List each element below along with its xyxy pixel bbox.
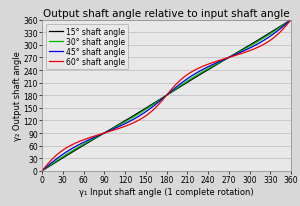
30° shaft angle [201, 71, 204, 74]
30° shaft angle [223, 59, 226, 62]
60° shaft angle [289, 19, 293, 22]
15° shaft angle [122, 121, 126, 123]
60° shaft angle [40, 170, 44, 172]
15° shaft angle [270, 31, 274, 34]
60° shaft angle [270, 39, 274, 41]
45° shaft angle [201, 69, 204, 71]
15° shaft angle [169, 91, 173, 94]
30° shaft angle [122, 122, 126, 124]
15° shaft angle [41, 170, 44, 172]
30° shaft angle [40, 170, 44, 172]
45° shaft angle [270, 35, 274, 37]
45° shaft angle [169, 90, 173, 93]
45° shaft angle [289, 19, 293, 22]
45° shaft angle [223, 59, 226, 61]
60° shaft angle [41, 169, 44, 172]
15° shaft angle [201, 73, 204, 75]
15° shaft angle [289, 19, 293, 22]
60° shaft angle [169, 89, 173, 91]
30° shaft angle [169, 91, 173, 94]
Line: 60° shaft angle: 60° shaft angle [42, 21, 291, 171]
X-axis label: γ₁ Input shaft angle (1 complete rotation): γ₁ Input shaft angle (1 complete rotatio… [79, 187, 254, 196]
45° shaft angle [122, 123, 126, 126]
15° shaft angle [40, 170, 44, 172]
Y-axis label: γ₂ Output shaft angle: γ₂ Output shaft angle [13, 51, 22, 140]
30° shaft angle [270, 32, 274, 35]
Legend: 15° shaft angle, 30° shaft angle, 45° shaft angle, 60° shaft angle: 15° shaft angle, 30° shaft angle, 45° sh… [46, 24, 128, 70]
45° shaft angle [41, 169, 44, 172]
60° shaft angle [223, 58, 226, 61]
Title: Output shaft angle relative to input shaft angle: Output shaft angle relative to input sha… [43, 8, 290, 19]
30° shaft angle [41, 169, 44, 172]
45° shaft angle [40, 170, 44, 172]
15° shaft angle [223, 60, 226, 62]
Line: 45° shaft angle: 45° shaft angle [42, 21, 291, 171]
60° shaft angle [201, 66, 204, 68]
30° shaft angle [289, 19, 293, 22]
60° shaft angle [122, 126, 126, 128]
Line: 30° shaft angle: 30° shaft angle [42, 21, 291, 171]
Line: 15° shaft angle: 15° shaft angle [42, 21, 291, 171]
